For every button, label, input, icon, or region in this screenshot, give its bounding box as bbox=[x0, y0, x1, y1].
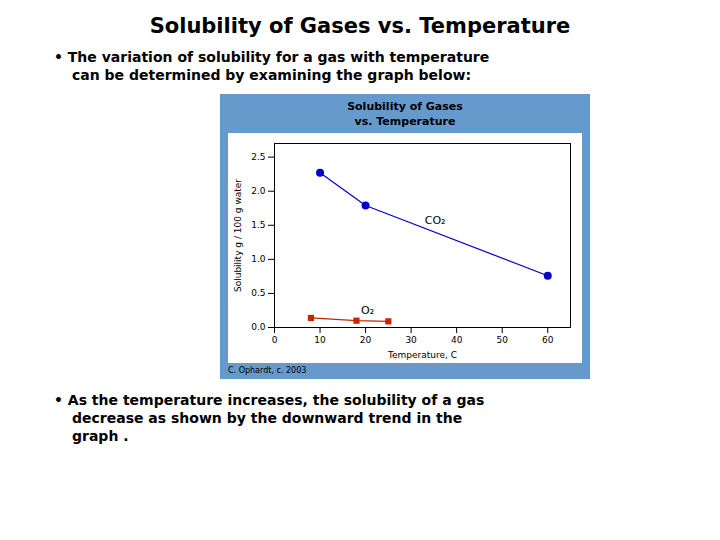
svg-text:Solubility g / 100 g water: Solubility g / 100 g water bbox=[233, 179, 243, 292]
html-text:Solubility of Gases vs. Temper: Solubility of Gases vs. Temperature bbox=[149, 14, 571, 38]
svg-text:CO₂: CO₂ bbox=[425, 214, 446, 227]
svg-text:40: 40 bbox=[451, 335, 463, 345]
svg-text:2.5: 2.5 bbox=[251, 152, 265, 162]
svg-text:10: 10 bbox=[314, 335, 326, 345]
html-text:• The variation of solubility: • The variation of solubility for a gas … bbox=[54, 49, 490, 84]
svg-text:0: 0 bbox=[272, 335, 278, 345]
svg-text:60: 60 bbox=[542, 335, 554, 345]
html-text:• As the temperature increases: • As the temperature increases, the solu… bbox=[54, 392, 485, 445]
svg-text:O₂: O₂ bbox=[361, 304, 374, 317]
svg-text:0.0: 0.0 bbox=[251, 322, 266, 332]
svg-text:1.5: 1.5 bbox=[251, 220, 265, 230]
svg-text:50: 50 bbox=[496, 335, 508, 345]
svg-text:0.5: 0.5 bbox=[251, 288, 265, 298]
svg-text:2.0: 2.0 bbox=[251, 186, 266, 196]
svg-text:Temperature, C: Temperature, C bbox=[387, 349, 457, 359]
svg-text:30: 30 bbox=[405, 335, 417, 345]
svg-text:20: 20 bbox=[360, 335, 372, 345]
html-text:C. Ophardt, c. 2003: C. Ophardt, c. 2003 bbox=[228, 366, 307, 375]
svg-text:1.0: 1.0 bbox=[251, 254, 266, 264]
html-text:Solubility of Gases vs. Temper: Solubility of Gases vs. Temperature bbox=[347, 100, 463, 128]
